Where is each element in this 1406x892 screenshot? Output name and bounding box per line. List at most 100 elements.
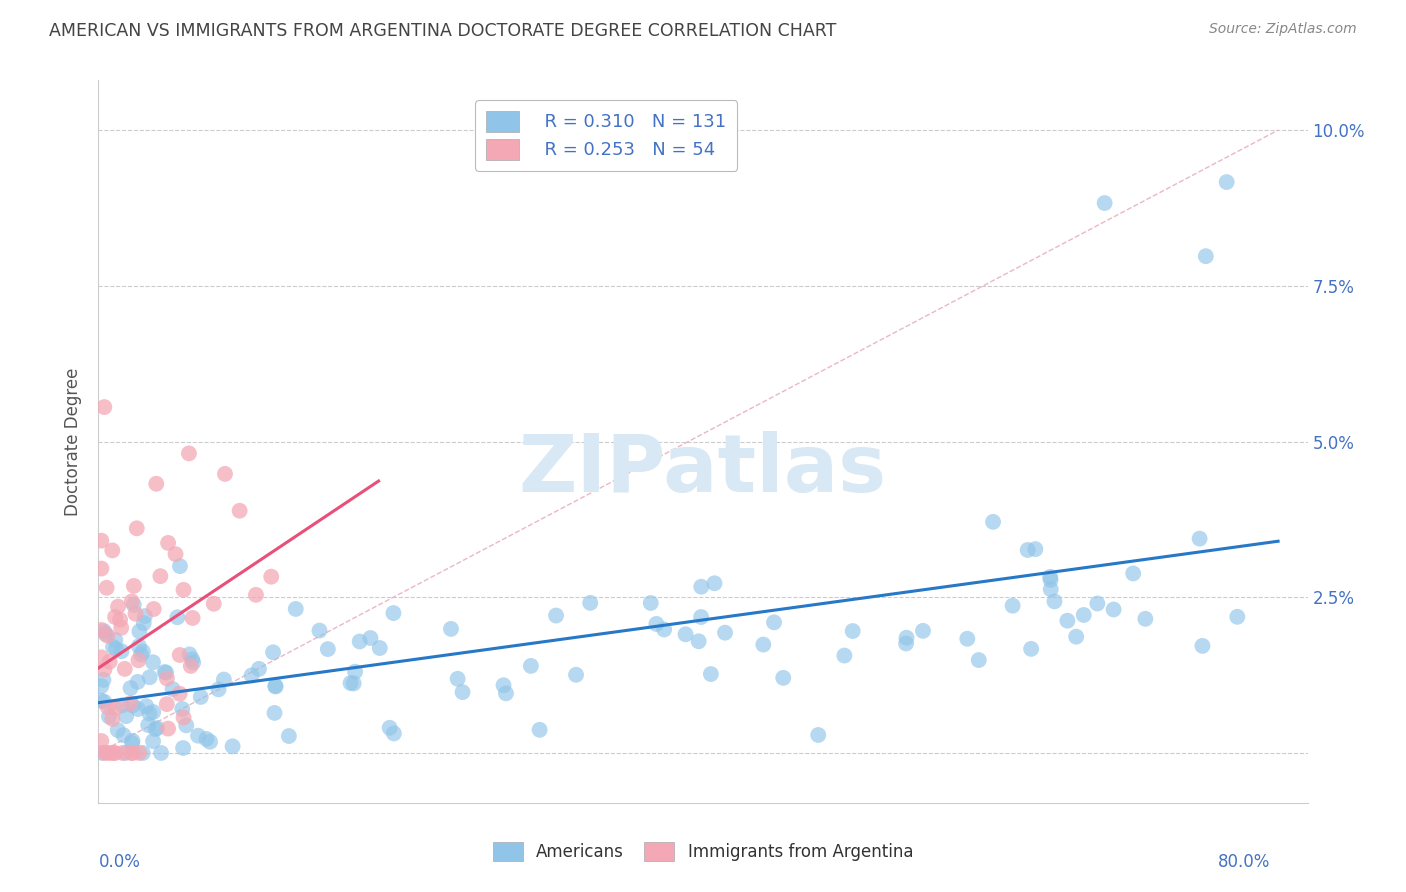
Point xyxy=(440,622,463,636)
Point xyxy=(142,705,165,719)
Point xyxy=(221,739,243,754)
Point xyxy=(981,515,1004,529)
Point xyxy=(101,712,124,726)
Point xyxy=(120,696,142,710)
Point xyxy=(177,446,200,460)
Point xyxy=(284,602,307,616)
Point xyxy=(807,728,830,742)
Point xyxy=(277,729,299,743)
Point xyxy=(121,698,143,713)
Point xyxy=(1135,612,1157,626)
Text: 0.0%: 0.0% xyxy=(98,853,141,871)
Point xyxy=(153,665,176,679)
Point xyxy=(150,746,173,760)
Point xyxy=(97,709,120,723)
Point xyxy=(911,624,934,638)
Point xyxy=(529,723,551,737)
Point xyxy=(1215,175,1237,189)
Point xyxy=(1019,641,1042,656)
Point xyxy=(145,722,167,736)
Point xyxy=(96,581,118,595)
Point xyxy=(104,610,127,624)
Point xyxy=(240,668,263,682)
Point xyxy=(172,741,194,756)
Point xyxy=(207,682,229,697)
Point xyxy=(165,547,187,561)
Point xyxy=(114,746,136,760)
Text: ZIPatlas: ZIPatlas xyxy=(519,432,887,509)
Point xyxy=(544,608,567,623)
Point xyxy=(114,662,136,676)
Point xyxy=(212,673,235,687)
Point xyxy=(90,650,112,665)
Point xyxy=(714,625,737,640)
Point xyxy=(122,598,145,612)
Point xyxy=(128,639,150,653)
Point xyxy=(110,621,132,635)
Point xyxy=(344,665,367,679)
Point xyxy=(135,699,157,714)
Point xyxy=(349,634,371,648)
Point xyxy=(127,702,149,716)
Point xyxy=(180,659,202,673)
Point xyxy=(93,400,115,414)
Point xyxy=(120,681,142,695)
Point xyxy=(1064,630,1087,644)
Point xyxy=(1102,602,1125,616)
Point xyxy=(174,718,197,732)
Point xyxy=(90,533,112,548)
Point xyxy=(245,588,267,602)
Point xyxy=(772,671,794,685)
Point xyxy=(90,734,112,748)
Point xyxy=(1085,597,1108,611)
Point xyxy=(104,746,127,760)
Point xyxy=(138,706,160,721)
Point xyxy=(132,616,155,631)
Point xyxy=(111,746,134,760)
Point xyxy=(90,679,112,693)
Point xyxy=(195,731,218,746)
Point xyxy=(316,642,339,657)
Point xyxy=(451,685,474,699)
Point xyxy=(103,746,125,760)
Point xyxy=(142,655,165,669)
Point xyxy=(894,636,917,650)
Point xyxy=(834,648,856,663)
Point xyxy=(124,607,146,621)
Point xyxy=(1195,249,1218,263)
Point xyxy=(96,746,118,760)
Point xyxy=(112,728,135,742)
Point xyxy=(675,627,697,641)
Point xyxy=(101,543,124,558)
Point xyxy=(262,645,284,659)
Point xyxy=(93,624,115,639)
Point xyxy=(690,610,713,624)
Point xyxy=(260,570,283,584)
Point xyxy=(181,656,204,670)
Point xyxy=(111,698,134,713)
Point xyxy=(121,746,143,760)
Point xyxy=(132,644,155,658)
Point xyxy=(172,702,194,716)
Point xyxy=(763,615,786,630)
Point xyxy=(128,624,150,639)
Point xyxy=(120,746,142,760)
Point xyxy=(156,697,179,711)
Point xyxy=(104,701,127,715)
Point xyxy=(155,665,177,680)
Point xyxy=(146,721,169,735)
Point xyxy=(1122,566,1144,581)
Point xyxy=(565,667,588,681)
Point xyxy=(97,700,120,714)
Point xyxy=(110,644,132,658)
Point xyxy=(129,648,152,662)
Point xyxy=(956,632,979,646)
Point xyxy=(173,582,195,597)
Point xyxy=(1024,542,1046,557)
Point xyxy=(93,746,115,760)
Point xyxy=(308,624,330,638)
Point xyxy=(105,642,128,657)
Point xyxy=(145,476,167,491)
Point xyxy=(841,624,863,638)
Point xyxy=(127,653,149,667)
